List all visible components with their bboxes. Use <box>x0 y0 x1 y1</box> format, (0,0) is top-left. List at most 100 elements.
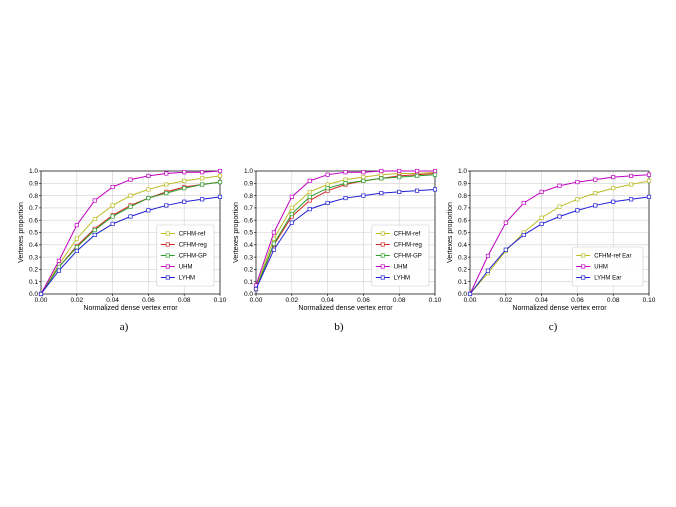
data-point <box>646 178 652 183</box>
data-point <box>593 191 598 196</box>
y-tick-label: 1.0 <box>29 168 38 175</box>
y-tick-label: 0.9 <box>244 181 253 188</box>
y-tick-label: 0.6 <box>458 217 467 224</box>
data-point <box>74 223 79 228</box>
y-tick-label: 0.1 <box>29 279 38 286</box>
data-point <box>557 183 562 188</box>
y-tick-label: 0.5 <box>244 230 253 237</box>
x-axis-label: Normalized dense vertex error <box>83 305 178 312</box>
y-tick-label: 0.3 <box>244 254 253 261</box>
y-tick-label: 0.1 <box>244 279 253 286</box>
y-tick-label: 0.7 <box>458 205 467 212</box>
y-tick-label: 0.7 <box>244 205 253 212</box>
data-point <box>164 182 169 187</box>
legend-box <box>571 246 644 287</box>
x-tick-label: 0.10 <box>214 297 227 304</box>
data-point <box>629 173 634 178</box>
data-point <box>361 193 366 198</box>
y-tick-label: 0.7 <box>29 205 38 212</box>
legend-entry: UHM <box>394 265 408 271</box>
panel-caption: c) <box>549 321 558 333</box>
data-point <box>557 204 562 209</box>
series <box>253 187 438 292</box>
data-point <box>629 197 634 202</box>
x-tick-label: 0.08 <box>393 297 406 304</box>
data-point <box>146 187 151 192</box>
data-point <box>397 189 402 194</box>
x-tick-label: 0.08 <box>607 297 620 304</box>
data-point <box>343 177 348 182</box>
data-point <box>128 193 133 198</box>
data-point <box>200 182 205 187</box>
legend-entry: CFHM-ref Ear <box>594 254 631 260</box>
data-point <box>56 264 61 269</box>
data-point <box>92 232 97 238</box>
data-point <box>575 197 580 202</box>
data-point <box>74 236 79 241</box>
data-point <box>271 247 276 252</box>
y-tick-label: 0.6 <box>29 217 38 224</box>
y-tick-label: 0.2 <box>458 267 467 274</box>
legend-swatch-marker <box>581 275 586 280</box>
legend-entry: CFHM-ref <box>179 232 206 238</box>
y-tick-label: 0.5 <box>458 230 467 237</box>
data-point <box>271 230 276 235</box>
data-point <box>217 194 223 199</box>
data-point <box>253 287 259 292</box>
series <box>38 180 223 297</box>
series <box>38 194 223 297</box>
data-point <box>361 178 366 183</box>
data-point <box>593 203 598 208</box>
y-tick-label: 0.4 <box>29 242 38 249</box>
legend-swatch-marker <box>165 253 170 258</box>
legend-swatch-marker <box>581 264 586 269</box>
x-tick-label: 0.08 <box>178 297 191 304</box>
data-point <box>379 172 384 177</box>
data-point <box>379 191 384 196</box>
data-point <box>200 170 205 175</box>
data-point <box>164 203 169 208</box>
data-point <box>485 268 490 273</box>
y-axis-label: Vertexes proportion <box>447 202 454 263</box>
x-tick-label: 0.10 <box>643 297 656 304</box>
y-axis-label: Vertexes proportion <box>18 202 25 263</box>
data-point <box>325 172 330 177</box>
data-point <box>92 198 97 203</box>
x-tick-label: 0.02 <box>285 297 298 304</box>
data-point <box>343 196 348 201</box>
x-tick-label: 0.04 <box>535 297 548 304</box>
legend-swatch-marker <box>380 242 385 247</box>
data-point <box>200 197 205 202</box>
chart-panel: 0.0 0.1 0.2 0.3 0.4 0.5 0.6 0.7 0.8 0.9 1.0 0.00 0.0… <box>18 168 227 333</box>
data-point <box>575 208 580 213</box>
data-point <box>182 170 187 175</box>
data-point <box>289 194 294 199</box>
data-point <box>164 191 169 196</box>
y-tick-label: 0.4 <box>244 242 253 249</box>
x-tick-label: 0.04 <box>321 297 334 304</box>
data-point <box>146 208 151 213</box>
legend-entry: CFHM-ref <box>394 232 421 238</box>
data-point <box>200 176 205 181</box>
series <box>467 194 652 297</box>
data-point <box>379 168 384 174</box>
data-point <box>467 291 473 297</box>
data-point <box>593 177 598 182</box>
data-point <box>74 245 79 250</box>
x-tick-label: 0.06 <box>142 297 155 304</box>
chart-panel: 0.0 0.1 0.2 0.3 0.4 0.5 0.6 0.7 0.8 0.9 1.0 0.00 0.0… <box>447 168 656 333</box>
legend-swatch-marker <box>380 275 385 280</box>
chart-panel: 0.0 0.1 0.2 0.3 0.4 0.5 0.6 0.7 0.8 0.9 1.0 0.00 0.0… <box>233 168 442 333</box>
data-point <box>182 199 187 204</box>
legend-box <box>371 224 430 287</box>
data-point <box>38 291 44 297</box>
data-point <box>182 186 187 191</box>
data-point <box>343 181 348 186</box>
data-point <box>128 214 133 219</box>
y-tick-label: 0.9 <box>29 181 38 188</box>
legend-swatch-marker <box>165 242 170 247</box>
y-tick-label: 0.0 <box>29 291 38 298</box>
y-tick-label: 0.5 <box>29 230 38 237</box>
panel-caption: b) <box>334 321 344 333</box>
y-axis-label: Vertexes proportion <box>233 202 240 263</box>
